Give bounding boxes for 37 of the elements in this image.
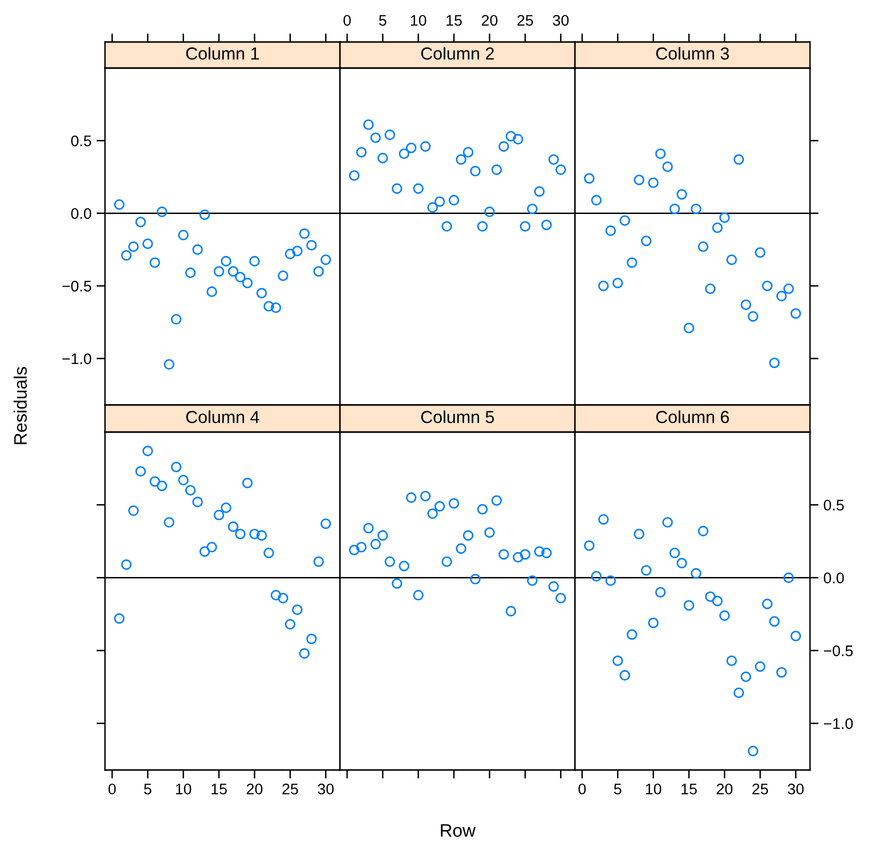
x-tick-label: 5 xyxy=(614,784,622,794)
x-tick-label: 0 xyxy=(578,784,586,794)
chart-title: Column 1 xyxy=(186,46,259,60)
chart-title: Column 3 xyxy=(656,46,729,60)
x-tick-label: 30 xyxy=(788,784,804,794)
chart-title: Column 2 xyxy=(421,46,494,60)
y-tick-label: −1.0 xyxy=(824,718,853,730)
x-tick-label: 15 xyxy=(212,784,227,794)
y-tick-label: 0.0 xyxy=(71,208,92,219)
x-tick-label: 5 xyxy=(144,784,152,794)
x-tick-label: 20 xyxy=(246,784,262,794)
x-tick-label: 15 xyxy=(682,784,697,794)
y-tick-label: 0.5 xyxy=(71,135,92,146)
x-tick-label: 10 xyxy=(411,14,426,26)
x-axis-title: Row xyxy=(440,824,476,837)
x-tick-label: 30 xyxy=(552,14,569,26)
y-tick-label: −0.5 xyxy=(824,645,853,656)
x-tick-label: 25 xyxy=(752,784,768,794)
x-tick-label: 20 xyxy=(716,784,732,794)
chart-title: Column 4 xyxy=(186,410,260,424)
x-tick-label: 5 xyxy=(379,15,386,26)
y-tick-label: −0.5 xyxy=(62,280,92,292)
x-tick-label: 10 xyxy=(176,784,192,794)
x-tick-label: 25 xyxy=(282,784,298,794)
y-tick-label: 0.5 xyxy=(824,500,844,511)
x-tick-label: 0 xyxy=(343,14,351,26)
x-tick-label: 10 xyxy=(646,784,662,794)
x-tick-label: 15 xyxy=(446,15,462,26)
y-tick-label: 0.0 xyxy=(824,572,844,584)
chart-title: Column 6 xyxy=(656,410,729,424)
y-axis-title: Residuals xyxy=(14,367,27,444)
x-tick-label: 20 xyxy=(482,14,498,26)
x-tick-label: 0 xyxy=(108,784,116,794)
x-tick-label: 25 xyxy=(517,14,534,26)
x-tick-label: 30 xyxy=(318,784,334,794)
chart-title: Column 5 xyxy=(421,410,494,424)
y-tick-label: −1.0 xyxy=(62,353,92,364)
